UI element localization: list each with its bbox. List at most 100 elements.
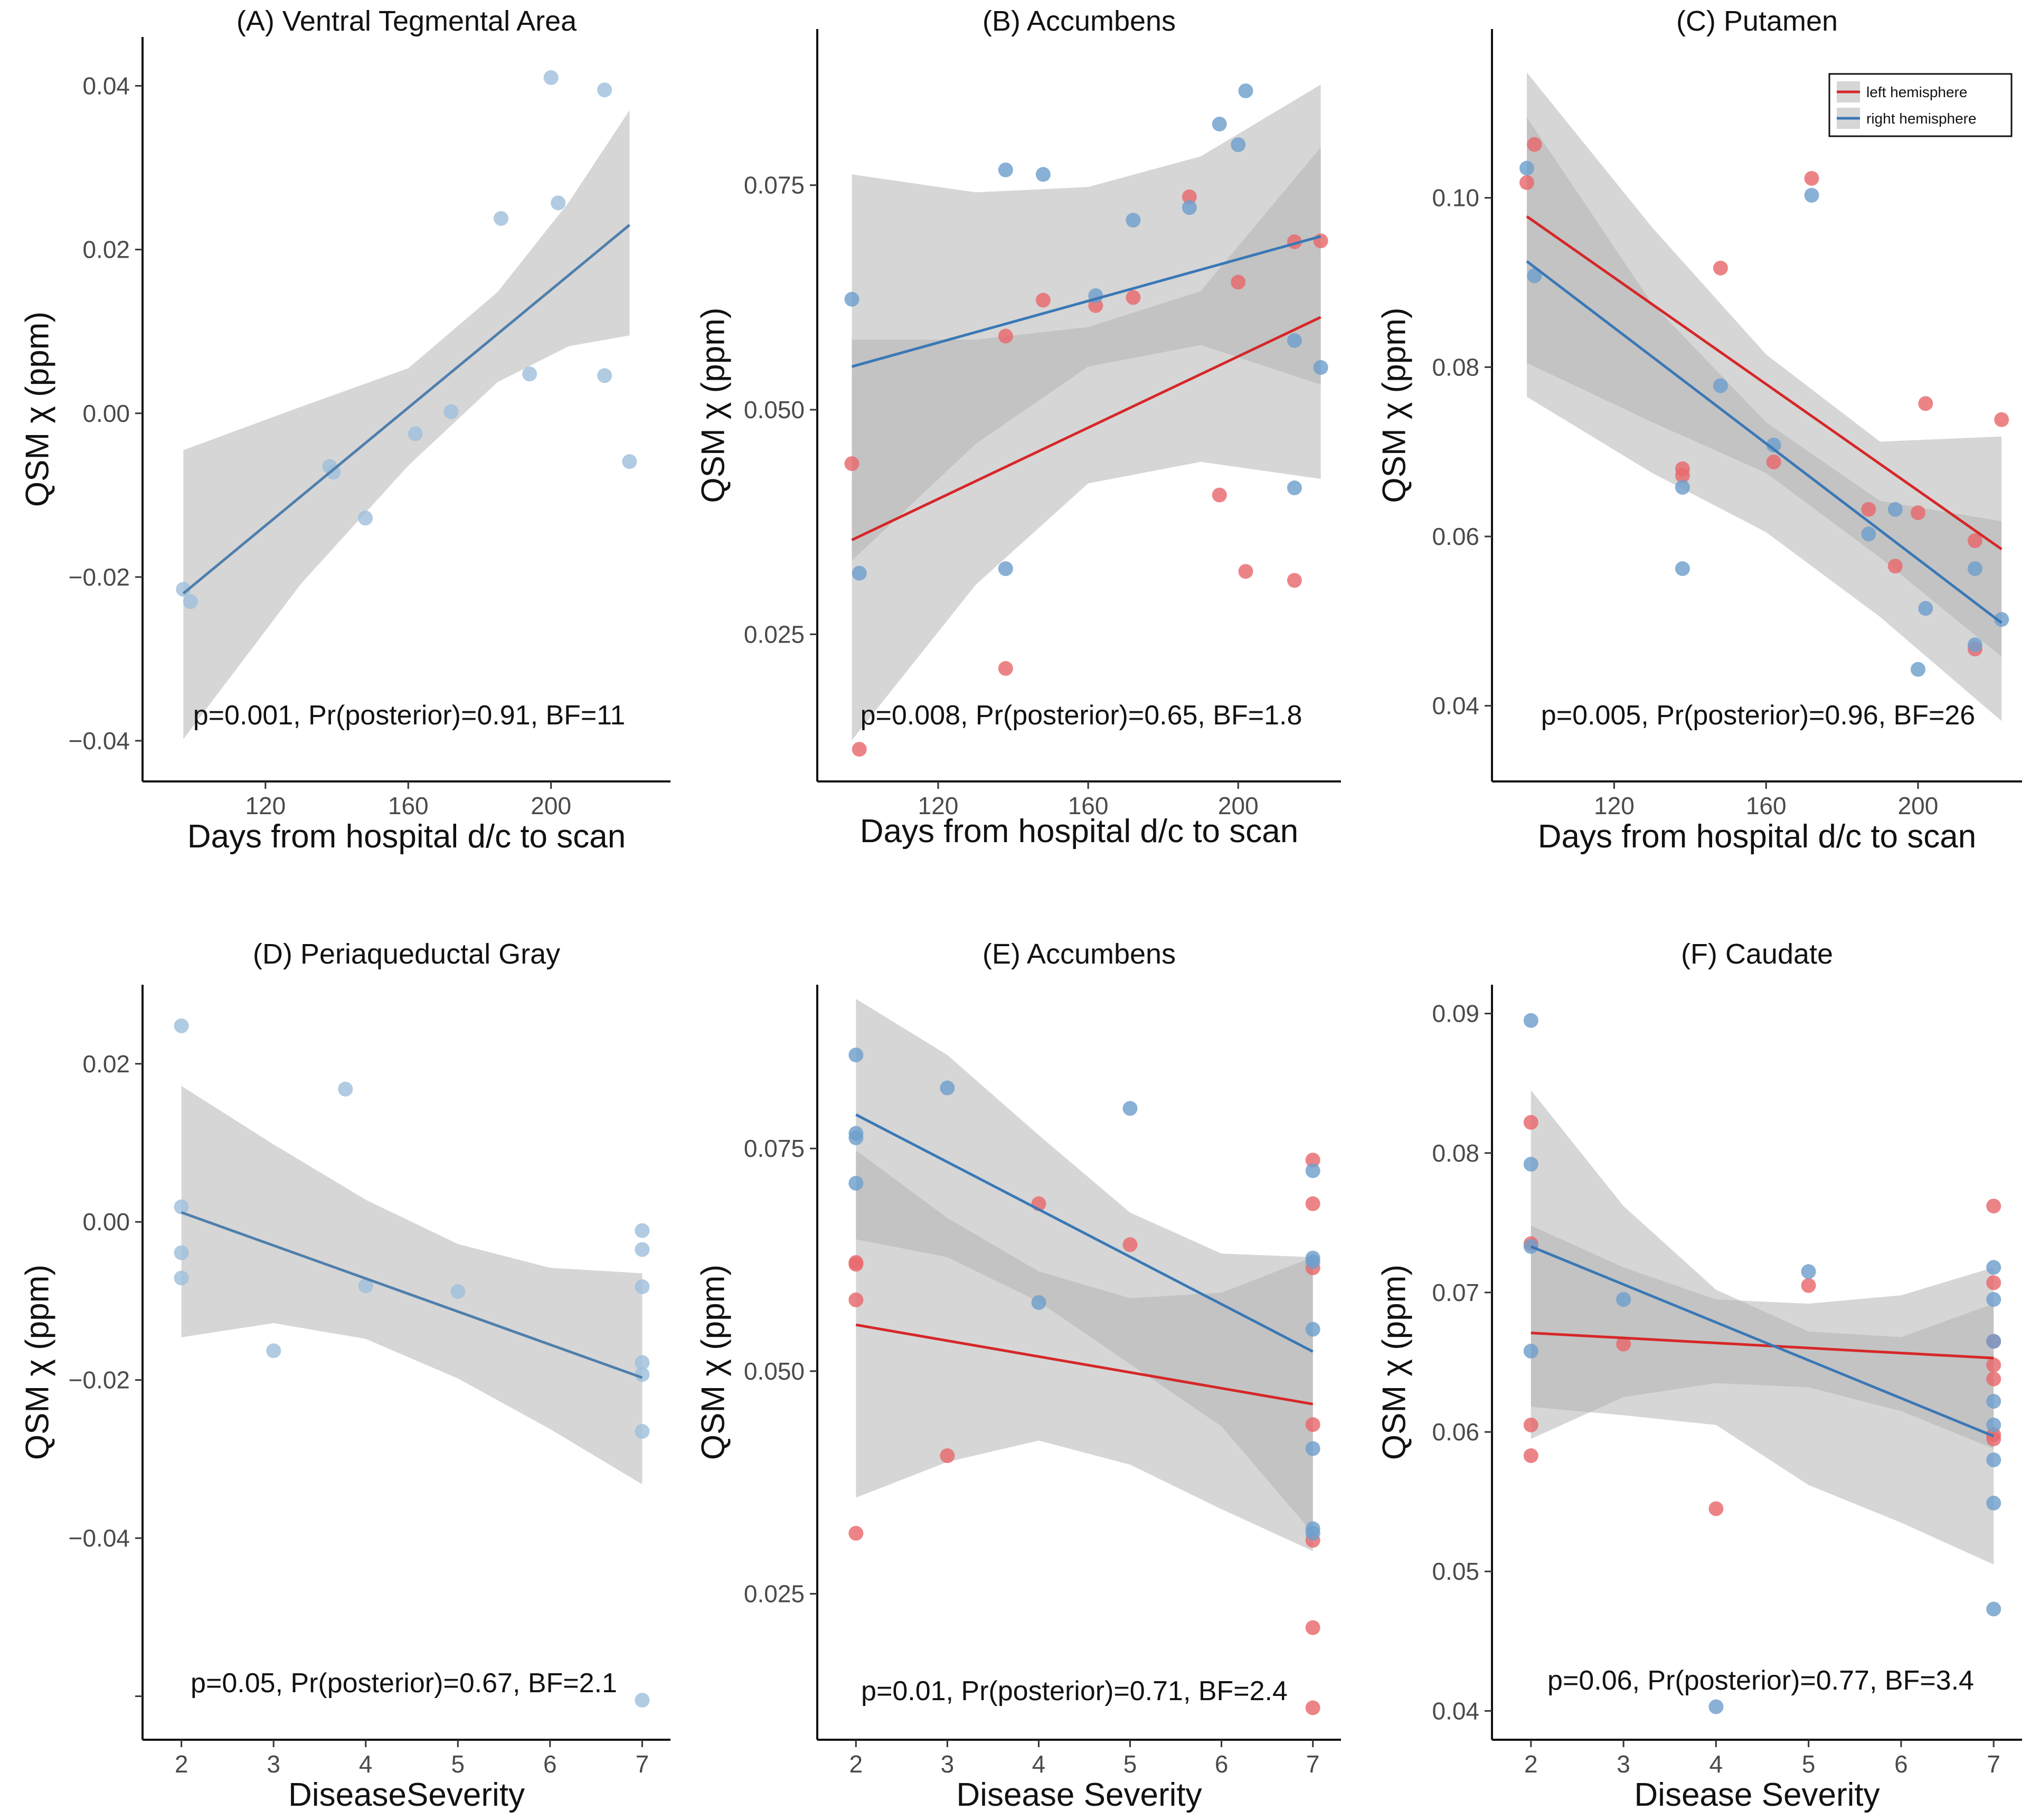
data-point-series: [174, 1018, 189, 1033]
data-point-right-hemisphere: [1911, 662, 1925, 677]
data-point-series: [635, 1424, 650, 1439]
x-tick-label: 200: [1898, 792, 1939, 819]
data-point-left-hemisphere: [1035, 293, 1051, 308]
data-point-left-hemisphere: [844, 456, 860, 471]
y-tick-label: 0.075: [744, 1135, 805, 1162]
y-tick-label: 0.04: [82, 72, 130, 100]
data-point-series: [635, 1242, 650, 1257]
x-tick-label: 120: [245, 792, 286, 819]
data-point-series: [450, 1284, 466, 1299]
x-tick-label: 200: [531, 792, 571, 819]
data-point-right-hemisphere: [1287, 333, 1302, 348]
data-point-right-hemisphere: [1305, 1163, 1320, 1178]
data-point-right-hemisphere: [1713, 378, 1728, 393]
y-tick-label: 0.10: [1432, 184, 1479, 212]
data-point-series: [326, 465, 341, 480]
y-axis-label: QSM χ (ppm): [1376, 307, 1413, 503]
x-tick-label: 3: [267, 1750, 280, 1778]
confidence-ribbon-right-hemisphere: [1527, 117, 2002, 721]
data-point-left-hemisphere: [1231, 275, 1246, 290]
data-point-right-hemisphere: [1986, 1495, 2001, 1511]
data-point-series: [597, 82, 612, 98]
data-point-left-hemisphere: [998, 328, 1013, 344]
x-tick-label: 4: [359, 1750, 373, 1778]
data-point-series: [597, 368, 612, 383]
data-point-left-hemisphere: [1305, 1196, 1320, 1211]
y-tick-label: 0.04: [1432, 692, 1479, 720]
data-point-left-hemisphere: [1527, 137, 1542, 152]
y-axis-label: QSM χ (ppm): [695, 307, 732, 503]
data-point-left-hemisphere: [1887, 559, 1903, 574]
data-point-series: [551, 195, 566, 211]
data-point-left-hemisphere: [848, 1257, 864, 1272]
data-point-right-hemisphere: [1523, 1156, 1538, 1172]
data-point-left-hemisphere: [1967, 533, 1982, 549]
data-point-right-hemisphere: [1766, 437, 1781, 452]
data-point-series: [174, 1270, 189, 1286]
x-tick-label: 7: [1306, 1750, 1320, 1778]
data-point-left-hemisphere: [940, 1448, 955, 1464]
fit-line-left-hemisphere: [851, 316, 1321, 541]
panel-title: (A) Ventral Tegmental Area: [237, 5, 577, 37]
x-axis-label: Disease Severity: [1634, 1777, 1880, 1813]
data-point-right-hemisphere: [1986, 1452, 2001, 1467]
x-axis-label: Days from hospital d/c to scan: [860, 813, 1298, 850]
data-point-right-hemisphere: [1305, 1441, 1320, 1456]
data-point-series: [635, 1279, 650, 1294]
panel-b: 120 160 200 0.025 0.050 0.075 (B) Accumbens Day…: [695, 5, 1341, 850]
data-point-right-hemisphere: [1035, 167, 1051, 182]
y-tick-label: 0.025: [744, 620, 805, 648]
data-point-right-hemisphere: [1287, 480, 1302, 495]
x-tick-label: 6: [1894, 1750, 1908, 1778]
data-point-right-hemisphere: [1801, 1264, 1816, 1279]
y-tick-label: 0.08: [1432, 353, 1479, 381]
data-point-left-hemisphere: [1182, 189, 1197, 204]
stats-annotation: p=0.008, Pr(posterior)=0.65, BF=1.8: [861, 700, 1302, 731]
data-point-right-hemisphere: [1967, 637, 1982, 653]
data-point-left-hemisphere: [848, 1525, 864, 1541]
x-tick-label: 120: [1594, 792, 1635, 819]
data-point-right-hemisphere: [1523, 1013, 1538, 1028]
data-point-left-hemisphere: [1986, 1357, 2001, 1373]
data-point-left-hemisphere: [998, 661, 1013, 676]
y-tick-label: 0.050: [744, 396, 805, 423]
y-axis-label: QSM χ (ppm): [20, 312, 56, 507]
x-tick-label: 4: [1710, 1750, 1723, 1778]
y-tick-label: 0.08: [1432, 1139, 1479, 1167]
data-point-right-hemisphere: [1305, 1525, 1320, 1541]
data-point-left-hemisphere: [1287, 573, 1302, 588]
y-axis-label: QSM χ (ppm): [20, 1265, 56, 1460]
data-point-series: [443, 404, 459, 419]
panel-title: (F) Caudate: [1681, 938, 1833, 970]
panel-title: (C) Putamen: [1676, 5, 1838, 37]
data-point-left-hemisphere: [1986, 1371, 2001, 1387]
data-point-right-hemisphere: [1527, 268, 1542, 284]
data-point-left-hemisphere: [1918, 396, 1933, 411]
data-point-series: [176, 582, 191, 597]
data-point-right-hemisphere: [1861, 526, 1876, 542]
data-point-left-hemisphere: [1766, 454, 1781, 469]
data-point-left-hemisphere: [1911, 505, 1925, 521]
fit-line-series: [181, 1211, 643, 1379]
data-point-series: [543, 70, 559, 85]
x-tick-label: 200: [1218, 792, 1259, 819]
data-point-left-hemisphere: [1523, 1417, 1538, 1432]
data-point-left-hemisphere: [1519, 175, 1534, 190]
data-point-left-hemisphere: [1305, 1700, 1320, 1715]
data-point-right-hemisphere: [1305, 1254, 1320, 1269]
y-tick-label: 0.06: [1432, 523, 1479, 550]
data-point-series: [183, 594, 198, 609]
stats-annotation: p=0.001, Pr(posterior)=0.91, BF=11: [193, 700, 626, 731]
data-point-left-hemisphere: [1126, 290, 1141, 305]
stats-annotation: p=0.005, Pr(posterior)=0.96, BF=26: [1541, 700, 1975, 731]
legend-label-right: right hemisphere: [1866, 110, 1977, 127]
data-point-right-hemisphere: [1313, 360, 1328, 375]
data-point-right-hemisphere: [848, 1048, 864, 1063]
confidence-ribbon-right-hemisphere: [856, 998, 1313, 1533]
data-point-series: [635, 1223, 650, 1238]
data-point-right-hemisphere: [1708, 1699, 1724, 1714]
data-point-right-hemisphere: [1675, 480, 1690, 495]
x-tick-label: 6: [1215, 1750, 1229, 1778]
data-point-right-hemisphere: [1918, 601, 1933, 616]
data-point-right-hemisphere: [998, 561, 1013, 577]
